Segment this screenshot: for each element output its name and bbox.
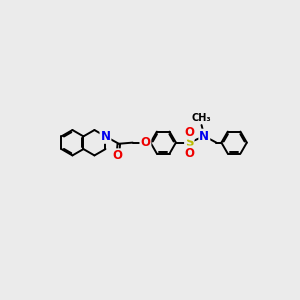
Text: N: N (100, 130, 110, 143)
Text: CH₃: CH₃ (192, 113, 212, 123)
Text: O: O (184, 146, 194, 160)
Text: O: O (184, 126, 194, 139)
Text: O: O (113, 149, 123, 162)
Text: N: N (199, 130, 209, 142)
Text: S: S (185, 136, 194, 149)
Text: O: O (140, 136, 150, 149)
